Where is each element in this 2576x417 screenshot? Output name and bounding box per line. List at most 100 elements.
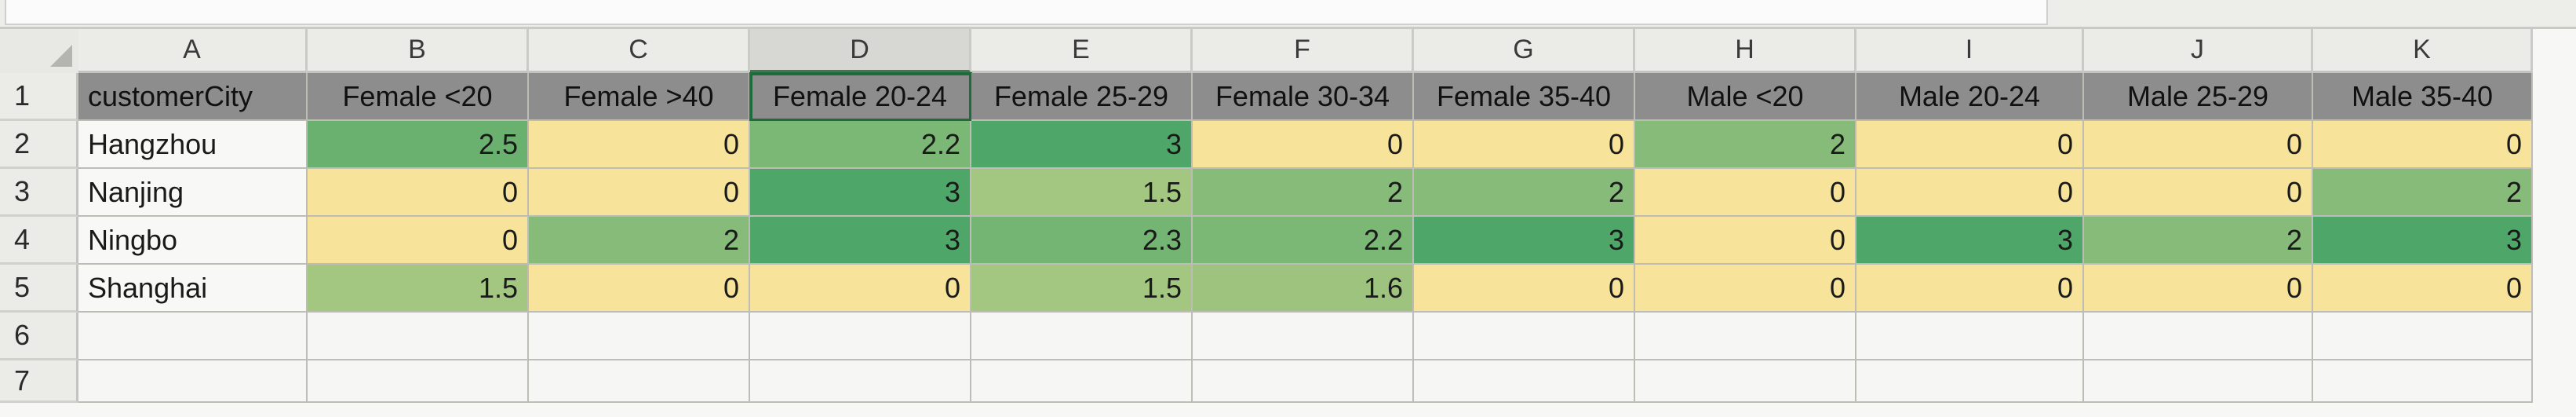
value-cell[interactable]: 0 <box>529 121 750 169</box>
empty-cell[interactable] <box>308 360 529 403</box>
value-cell[interactable]: 1.6 <box>1193 265 1414 313</box>
row-header-1[interactable]: 1 <box>0 73 78 121</box>
value-cell[interactable]: 0 <box>1414 121 1635 169</box>
value-cell[interactable]: 0 <box>1193 121 1414 169</box>
header-cell[interactable]: Female >40 <box>529 73 750 121</box>
empty-cell[interactable] <box>2313 360 2533 403</box>
value-cell[interactable]: 2 <box>1635 121 1856 169</box>
value-cell[interactable]: 3 <box>750 217 971 265</box>
value-cell[interactable]: 2 <box>2313 169 2533 217</box>
header-cell[interactable]: Female 35-40 <box>1414 73 1635 121</box>
value-cell[interactable]: 2 <box>1193 169 1414 217</box>
select-all-button[interactable] <box>0 29 81 75</box>
row-header-5[interactable]: 5 <box>0 265 78 313</box>
row-header-4[interactable]: 4 <box>0 217 78 265</box>
value-cell[interactable]: 0 <box>2084 121 2313 169</box>
empty-cell[interactable] <box>1414 360 1635 403</box>
value-cell[interactable]: 1.5 <box>971 265 1193 313</box>
column-header-e[interactable]: E <box>971 29 1193 73</box>
value-cell[interactable]: 0 <box>308 217 529 265</box>
value-cell[interactable]: 3 <box>971 121 1193 169</box>
formula-bar[interactable] <box>5 0 2048 25</box>
empty-cell[interactable] <box>971 313 1193 360</box>
value-cell[interactable]: 0 <box>2084 169 2313 217</box>
column-header-k[interactable]: K <box>2313 29 2533 73</box>
header-cell[interactable]: Female 25-29 <box>971 73 1193 121</box>
value-cell[interactable]: 2.5 <box>308 121 529 169</box>
value-cell[interactable]: 2.2 <box>1193 217 1414 265</box>
empty-cell[interactable] <box>1193 313 1414 360</box>
value-cell[interactable]: 0 <box>750 265 971 313</box>
value-cell[interactable]: 0 <box>2313 121 2533 169</box>
city-cell[interactable]: Shanghai <box>78 265 308 313</box>
column-header-b[interactable]: B <box>308 29 529 73</box>
empty-cell[interactable] <box>971 360 1193 403</box>
empty-cell[interactable] <box>750 313 971 360</box>
empty-cell[interactable] <box>750 360 971 403</box>
value-cell[interactable]: 0 <box>529 169 750 217</box>
value-cell[interactable]: 2 <box>529 217 750 265</box>
value-cell[interactable]: 2 <box>1414 169 1635 217</box>
value-cell[interactable]: 0 <box>1856 169 2084 217</box>
value-cell[interactable]: 3 <box>750 169 971 217</box>
header-cell[interactable]: Female 30-34 <box>1193 73 1414 121</box>
empty-cell[interactable] <box>1856 313 2084 360</box>
column-header-j[interactable]: J <box>2084 29 2313 73</box>
header-cell[interactable]: Female <20 <box>308 73 529 121</box>
value-cell[interactable]: 0 <box>2313 265 2533 313</box>
header-cell[interactable]: Male 35-40 <box>2313 73 2533 121</box>
column-header-c[interactable]: C <box>529 29 750 73</box>
value-cell[interactable]: 2.2 <box>750 121 971 169</box>
row-header-6[interactable]: 6 <box>0 313 78 360</box>
header-cell[interactable]: Male 20-24 <box>1856 73 2084 121</box>
row-header-7[interactable]: 7 <box>0 360 78 403</box>
empty-cell[interactable] <box>1635 360 1856 403</box>
empty-cell[interactable] <box>2084 313 2313 360</box>
column-header-a[interactable]: A <box>78 29 308 73</box>
column-header-f[interactable]: F <box>1193 29 1414 73</box>
value-cell[interactable]: 0 <box>308 169 529 217</box>
value-cell[interactable]: 0 <box>1635 217 1856 265</box>
value-cell[interactable]: 2.3 <box>971 217 1193 265</box>
empty-cell[interactable] <box>2084 360 2313 403</box>
column-header-h[interactable]: H <box>1635 29 1856 73</box>
column-header-g[interactable]: G <box>1414 29 1635 73</box>
column-header-d[interactable]: D <box>750 29 971 73</box>
value-cell[interactable]: 0 <box>1635 265 1856 313</box>
empty-cell[interactable] <box>1635 313 1856 360</box>
value-cell[interactable]: 0 <box>2084 265 2313 313</box>
value-cell[interactable]: 1.5 <box>308 265 529 313</box>
value-cell[interactable]: 0 <box>529 265 750 313</box>
row-header-3[interactable]: 3 <box>0 169 78 217</box>
value-cell[interactable]: 2 <box>2084 217 2313 265</box>
select-all-icon <box>50 45 72 67</box>
value-cell[interactable]: 3 <box>2313 217 2533 265</box>
ribbon-edge <box>0 0 2576 29</box>
empty-cell[interactable] <box>529 360 750 403</box>
value-cell[interactable]: 3 <box>1414 217 1635 265</box>
header-cell[interactable]: Male <20 <box>1635 73 1856 121</box>
row-header-2[interactable]: 2 <box>0 121 78 169</box>
header-cell[interactable]: customerCity <box>78 73 308 121</box>
empty-cell[interactable] <box>1193 360 1414 403</box>
value-cell[interactable]: 1.5 <box>971 169 1193 217</box>
value-cell[interactable]: 3 <box>1856 217 2084 265</box>
empty-cell[interactable] <box>1414 313 1635 360</box>
header-cell[interactable]: Female 20-24 <box>749 72 972 122</box>
city-cell[interactable]: Ningbo <box>78 217 308 265</box>
empty-cell[interactable] <box>2313 313 2533 360</box>
city-cell[interactable]: Nanjing <box>78 169 308 217</box>
value-cell[interactable]: 0 <box>1856 121 2084 169</box>
empty-cell[interactable] <box>529 313 750 360</box>
header-cell[interactable]: Male 25-29 <box>2084 73 2313 121</box>
empty-cell[interactable] <box>308 313 529 360</box>
value-cell[interactable]: 0 <box>1635 169 1856 217</box>
column-header-i[interactable]: I <box>1856 29 2084 73</box>
value-cell[interactable]: 0 <box>1856 265 2084 313</box>
value-cell[interactable]: 0 <box>1414 265 1635 313</box>
empty-cell[interactable] <box>78 313 308 360</box>
empty-cell[interactable] <box>1856 360 2084 403</box>
empty-cell[interactable] <box>78 360 308 403</box>
city-cell[interactable]: Hangzhou <box>78 121 308 169</box>
